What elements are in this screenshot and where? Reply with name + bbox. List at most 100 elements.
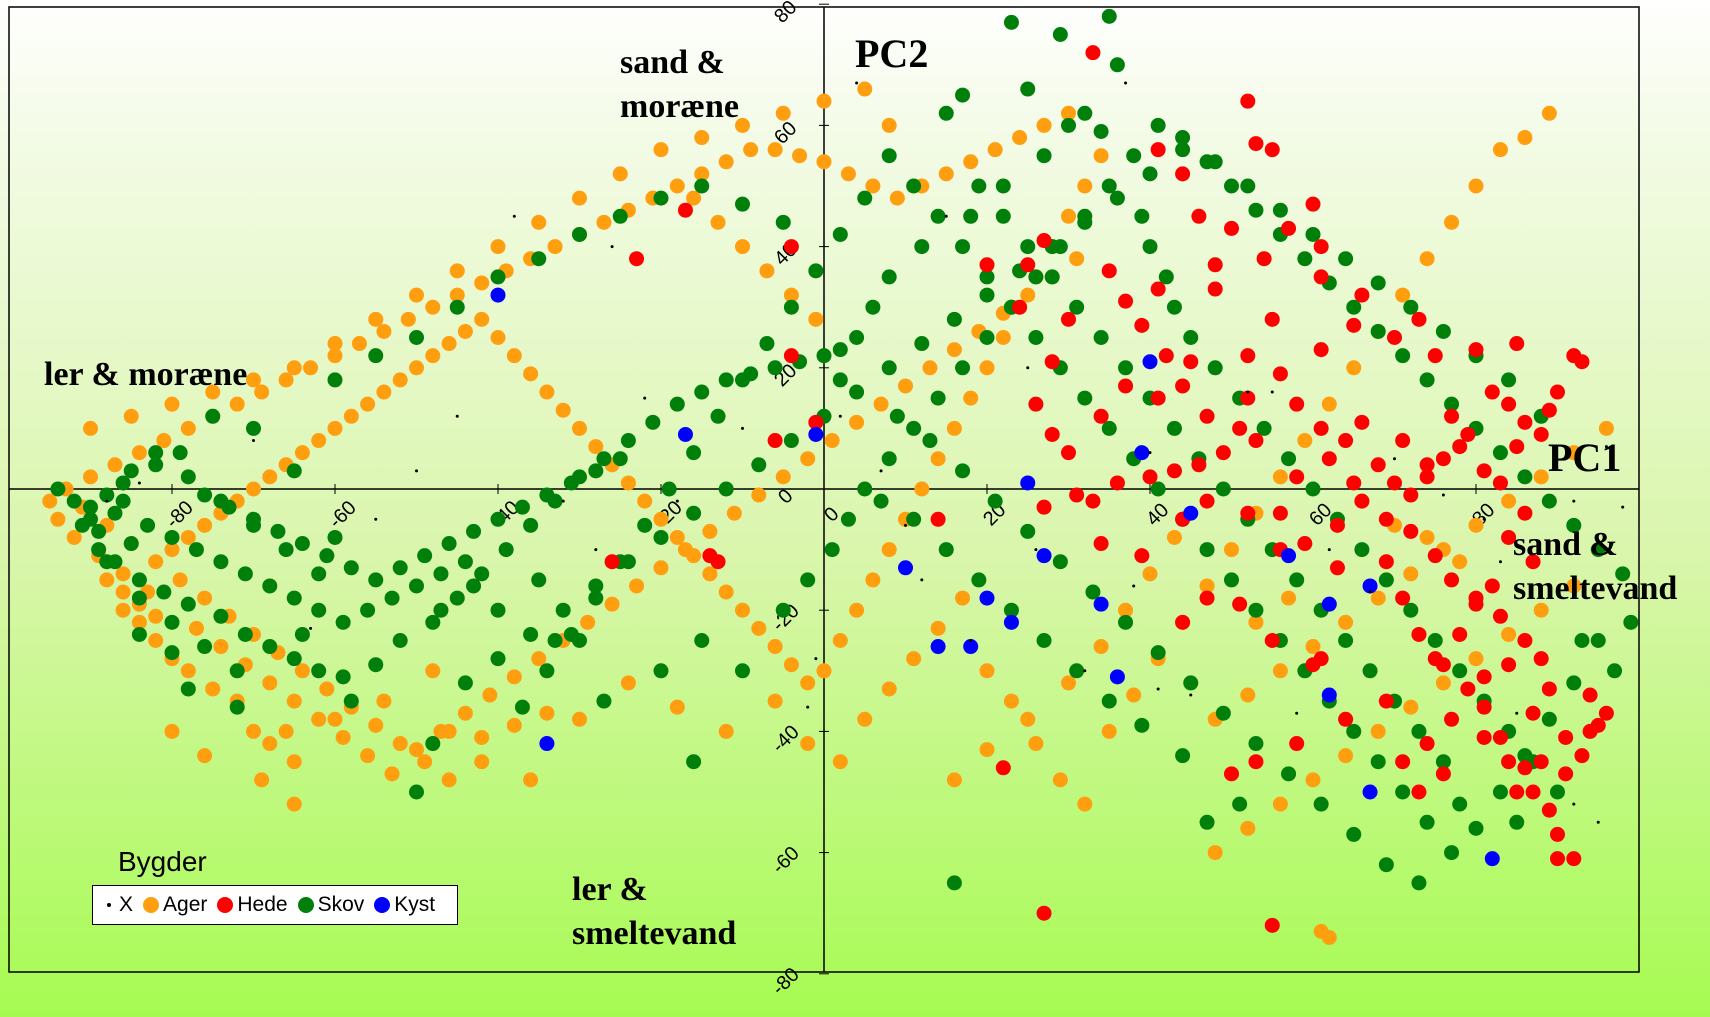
data-point-x [1189, 693, 1193, 697]
data-point-skov [490, 511, 506, 527]
data-point-skov [441, 536, 457, 552]
data-point-skov [1346, 299, 1362, 315]
data-point-skov [91, 542, 107, 558]
data-point-ager [800, 736, 816, 752]
data-point-ager [343, 408, 359, 424]
data-point-skov [1297, 251, 1313, 267]
data-point-hede [1574, 354, 1590, 370]
data-point-ager [425, 299, 441, 315]
data-point-hede [1501, 657, 1517, 673]
data-point-skov [1313, 796, 1329, 812]
data-point-skov [514, 699, 530, 715]
data-point-ager [286, 754, 302, 770]
data-point-kyst [1036, 548, 1052, 564]
data-point-skov [889, 408, 905, 424]
data-point-hede [1427, 348, 1443, 364]
data-point-skov [237, 626, 253, 642]
data-point-skov [930, 390, 946, 406]
data-point-skov [653, 190, 669, 206]
data-point-ager [539, 384, 555, 400]
data-point-x [1083, 669, 1087, 673]
data-point-hede [1566, 851, 1582, 867]
data-point-x [105, 499, 109, 503]
data-point-ager [1281, 590, 1297, 606]
data-point-skov [1199, 542, 1215, 558]
data-point-skov [1240, 178, 1256, 194]
data-point-x [610, 245, 614, 249]
data-point-skov [319, 548, 335, 564]
data-point-hede [1240, 93, 1256, 109]
data-point-hede [1248, 754, 1264, 770]
data-point-skov [930, 208, 946, 224]
data-point-skov [1085, 584, 1101, 600]
data-point-ager [180, 420, 196, 436]
data-point-hede [1590, 717, 1606, 733]
data-point-skov [563, 475, 579, 491]
data-point-hede [1313, 269, 1329, 285]
data-point-x [1034, 548, 1038, 552]
data-point-hede [629, 251, 645, 267]
data-point-skov [327, 372, 343, 388]
data-point-hede [1378, 511, 1394, 527]
data-point-hede [1158, 348, 1174, 364]
data-point-skov [1166, 420, 1182, 436]
data-point-hede [1395, 754, 1411, 770]
data-point-skov [1175, 142, 1191, 158]
data-point-kyst [1362, 784, 1378, 800]
data-point-ager [1468, 651, 1484, 667]
data-point-skov [1248, 602, 1264, 618]
data-point-hede [1264, 142, 1280, 158]
data-point-skov [588, 578, 604, 594]
data-point-hede [1224, 766, 1239, 782]
data-point-hede [1452, 439, 1468, 455]
data-point-ager [840, 166, 856, 182]
data-point-skov [449, 590, 465, 606]
data-point-x [1539, 584, 1543, 588]
data-point-hede [1012, 299, 1028, 315]
data-point-hede [1109, 475, 1125, 491]
data-point-x [920, 578, 924, 582]
data-point-hede [1509, 439, 1525, 455]
data-point-hede [1215, 445, 1231, 461]
data-point-skov [1158, 269, 1174, 285]
data-point-skov [1541, 711, 1557, 727]
y-tick-label: -40 [768, 721, 804, 757]
data-point-ager [425, 348, 441, 364]
data-point-skov [531, 251, 547, 267]
data-point-x [137, 481, 141, 485]
data-point-skov [1052, 554, 1068, 570]
data-point-ager [286, 360, 302, 376]
data-point-ager [1541, 105, 1557, 121]
data-point-hede [1036, 905, 1052, 921]
data-point-x [415, 469, 418, 473]
data-point-hede [1533, 754, 1549, 770]
data-point-ager [115, 602, 131, 618]
data-point-skov [335, 614, 351, 630]
data-point-x [1148, 451, 1152, 455]
data-point-ager [816, 93, 832, 109]
data-point-ager [1077, 178, 1093, 194]
data-point-x [1132, 584, 1136, 588]
data-point-ager [572, 190, 587, 206]
data-point-skov [523, 517, 539, 533]
data-point-x [675, 499, 679, 503]
data-point-hede [1427, 651, 1443, 667]
data-point-ager [1272, 663, 1288, 679]
legend-label-kyst: Kyst [394, 893, 436, 916]
data-point-skov [213, 493, 229, 509]
data-point-skov [963, 208, 979, 224]
data-point-ager [1272, 796, 1288, 812]
data-point-hede [1501, 754, 1517, 770]
data-point-skov [384, 590, 400, 606]
data-point-skov [596, 693, 612, 709]
data-point-ager [531, 214, 547, 230]
data-point-skov [180, 596, 196, 612]
data-point-skov [425, 736, 441, 752]
data-point-ager [197, 748, 213, 764]
data-point-ager [474, 275, 490, 291]
data-point-ager [1566, 445, 1582, 461]
data-point-skov [327, 529, 343, 545]
data-point-skov [1150, 645, 1166, 661]
data-point-skov [1109, 190, 1125, 206]
data-point-ager [1346, 360, 1362, 376]
